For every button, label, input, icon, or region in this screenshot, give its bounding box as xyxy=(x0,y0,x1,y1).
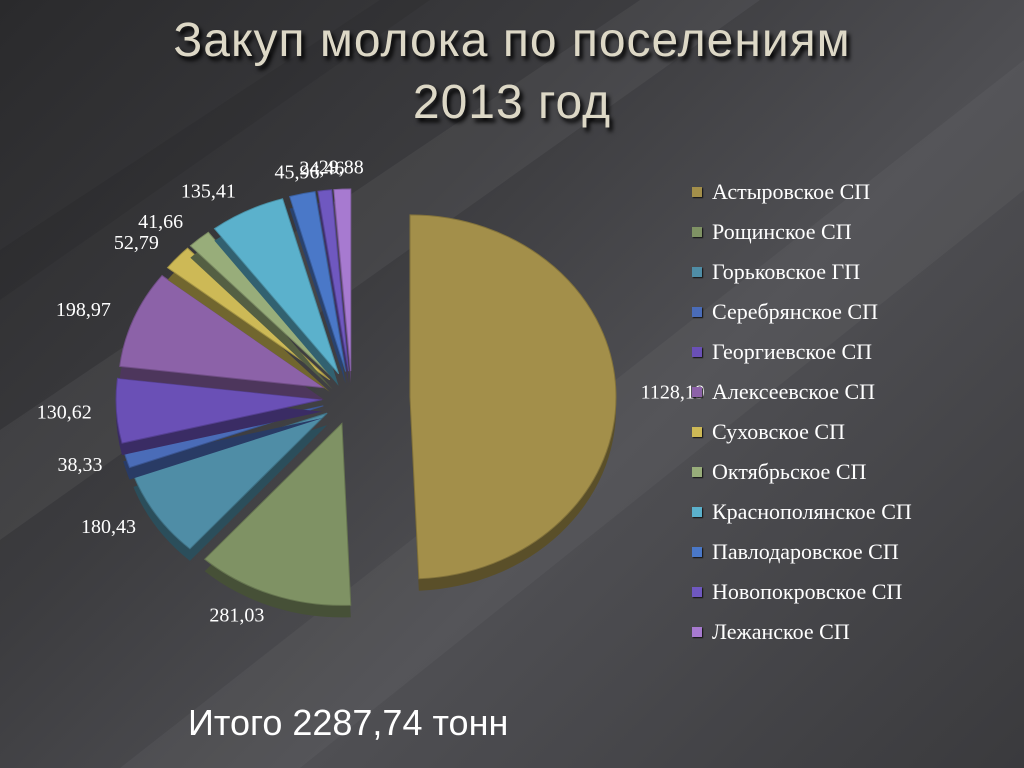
slice-value-label: 29,88 xyxy=(319,156,364,178)
legend-swatch xyxy=(692,587,702,597)
total-text: Итого 2287,74 тонн xyxy=(188,702,509,743)
slice-value-label: 281,03 xyxy=(209,604,264,626)
legend-item: Горьковское ГП xyxy=(692,252,1012,292)
pie-slice xyxy=(115,377,323,456)
pie-slice xyxy=(213,198,340,386)
legend-item: Георгиевское СП xyxy=(692,332,1012,372)
slice-value-label: 135,41 xyxy=(181,180,236,202)
pie-slice xyxy=(119,274,325,400)
legend-swatch xyxy=(692,427,702,437)
legend-item: Лежанское СП xyxy=(692,612,1012,652)
pie-slice-side xyxy=(190,244,333,390)
legend-swatch xyxy=(692,307,702,317)
pie-slice xyxy=(333,188,352,384)
legend-swatch xyxy=(692,387,702,397)
pie-slice-side xyxy=(317,201,349,384)
slice-value-label: 198,97 xyxy=(56,299,111,321)
legend-item: Рощинское СП xyxy=(692,212,1012,252)
legend-item: Серебрянское СП xyxy=(692,292,1012,332)
legend-label: Георгиевское СП xyxy=(712,339,873,364)
legend-swatch xyxy=(692,627,702,637)
title-line-2: 2013 год xyxy=(412,76,612,129)
legend-item: Астыровское СП xyxy=(692,172,1012,212)
legend-label: Октябрьское СП xyxy=(712,459,867,484)
pie-slice-side xyxy=(123,417,324,480)
pie-slice-top xyxy=(115,377,323,444)
slice-value-label: 24,46 xyxy=(299,158,344,180)
legend-swatch xyxy=(692,467,702,477)
legend-label: Рощинское СП xyxy=(712,219,852,244)
slice-value-label: 41,66 xyxy=(138,211,183,233)
slice-value-label: 52,79 xyxy=(114,232,159,254)
pie-slice xyxy=(409,214,617,591)
legend-item: Краснополянское СП xyxy=(692,492,1012,532)
legend-swatch xyxy=(692,507,702,517)
legend-item: Суховское СП xyxy=(692,412,1012,452)
pie-slice-top xyxy=(333,188,352,372)
legend-label: Суховское СП xyxy=(712,419,845,444)
legend-item: Октябрьское СП xyxy=(692,452,1012,492)
legend-item: Новопокровское СП xyxy=(692,572,1012,612)
legend-label: Лежанское СП xyxy=(712,619,850,644)
pie-slice-top xyxy=(213,198,340,375)
legend-swatch xyxy=(692,187,702,197)
pie-slice xyxy=(203,422,352,618)
pie-slice xyxy=(189,231,333,390)
pie-slice-top xyxy=(409,214,617,580)
chart-legend: Астыровское СП Рощинское СП Горьковское ГП… xyxy=(692,172,1012,652)
legend-label: Павлодаровское СП xyxy=(712,539,899,564)
slice-value-label: 130,62 xyxy=(37,401,92,423)
pie-slice-top xyxy=(119,274,325,389)
legend-swatch xyxy=(692,227,702,237)
slice-value-label: 38,33 xyxy=(57,454,102,476)
pie-slice-side xyxy=(289,203,346,384)
legend-label: Новопокровское СП xyxy=(712,579,903,604)
pie-slice-top xyxy=(203,422,352,606)
slice-value-label: 180,43 xyxy=(81,516,136,538)
legend-swatch xyxy=(692,347,702,357)
slice-value-label: 1128,19 xyxy=(641,381,705,403)
legend-swatch xyxy=(692,267,702,277)
legend-label: Астыровское СП xyxy=(712,179,871,204)
pie-slice-top xyxy=(289,191,347,372)
legend-item: Павлодаровское СП xyxy=(692,532,1012,572)
legend-label: Краснополянское СП xyxy=(712,499,912,524)
title-line-1: Закуп молока по поселениям xyxy=(173,14,851,67)
slide-title: Закуп молока по поселениям 2013 год xyxy=(0,10,1024,134)
legend-label: Серебрянское СП xyxy=(712,299,878,324)
legend-label: Горьковское ГП xyxy=(712,259,861,284)
legend-swatch xyxy=(692,547,702,557)
slice-value-label: 45,96 xyxy=(275,161,320,183)
legend-label: Алексеевское СП xyxy=(712,379,876,404)
pie-slice-top xyxy=(317,189,350,372)
legend-item: Алексеевское СП xyxy=(692,372,1012,412)
pie-slice xyxy=(289,191,347,384)
pie-slice xyxy=(317,189,350,384)
pie-slice-top xyxy=(189,231,333,378)
